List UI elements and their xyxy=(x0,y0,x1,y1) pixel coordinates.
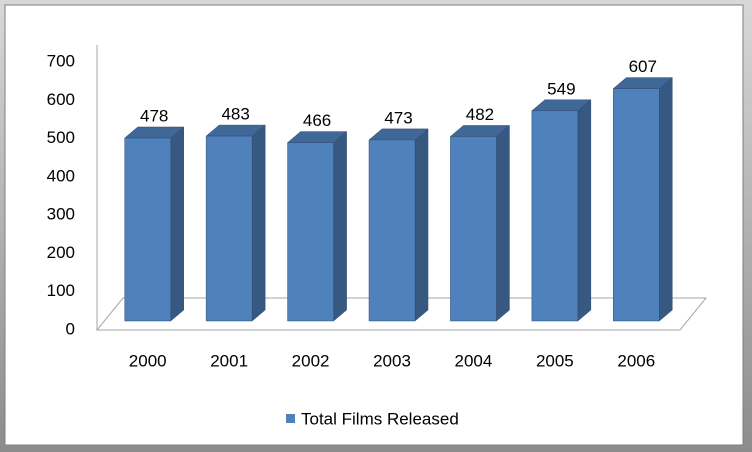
x-tick-label: 2005 xyxy=(536,351,574,370)
data-label: 466 xyxy=(303,111,331,130)
y-tick-label: 700 xyxy=(47,51,75,70)
bar xyxy=(124,126,185,322)
bar-front xyxy=(368,139,416,322)
bar-side xyxy=(496,124,510,322)
bar xyxy=(286,131,348,322)
floor xyxy=(95,297,708,331)
y-tick-label: 100 xyxy=(47,281,75,300)
bar-front xyxy=(450,136,497,322)
y-tick-label: 400 xyxy=(47,166,75,185)
y-tick-label: 0 xyxy=(66,319,75,338)
legend-label: Total Films Released xyxy=(301,409,459,428)
bar-side xyxy=(251,124,266,322)
data-label: 482 xyxy=(466,105,494,124)
bar-front xyxy=(531,110,579,322)
bar xyxy=(368,128,429,322)
data-label: 549 xyxy=(547,79,575,98)
x-tick-label: 2003 xyxy=(373,351,411,370)
x-tick-label: 2001 xyxy=(210,351,248,370)
bar-side xyxy=(170,126,184,322)
bar xyxy=(612,77,673,322)
bar-front xyxy=(613,88,660,322)
legend-swatch xyxy=(286,414,295,423)
bar-front xyxy=(205,135,253,322)
bar-side xyxy=(659,77,673,322)
bar-side xyxy=(333,131,347,322)
x-tick-label: 2006 xyxy=(617,351,655,370)
y-tick-label: 200 xyxy=(47,243,75,262)
bar-front xyxy=(287,142,334,322)
y-tick-label: 300 xyxy=(47,205,75,224)
bar xyxy=(205,124,266,322)
x-tick-label: 2004 xyxy=(455,351,493,370)
x-tick-label: 2000 xyxy=(129,351,167,370)
bar-front xyxy=(124,137,171,322)
bar xyxy=(449,124,511,322)
bar-side xyxy=(414,128,429,322)
bar xyxy=(531,99,592,322)
data-label: 483 xyxy=(221,105,249,124)
data-label: 473 xyxy=(384,108,412,127)
data-label: 607 xyxy=(629,57,657,76)
y-tick-label: 500 xyxy=(47,128,75,147)
x-tick-label: 2002 xyxy=(292,351,330,370)
y-tick-label: 600 xyxy=(47,90,75,109)
data-label: 478 xyxy=(140,106,168,125)
bar-side xyxy=(577,99,592,322)
